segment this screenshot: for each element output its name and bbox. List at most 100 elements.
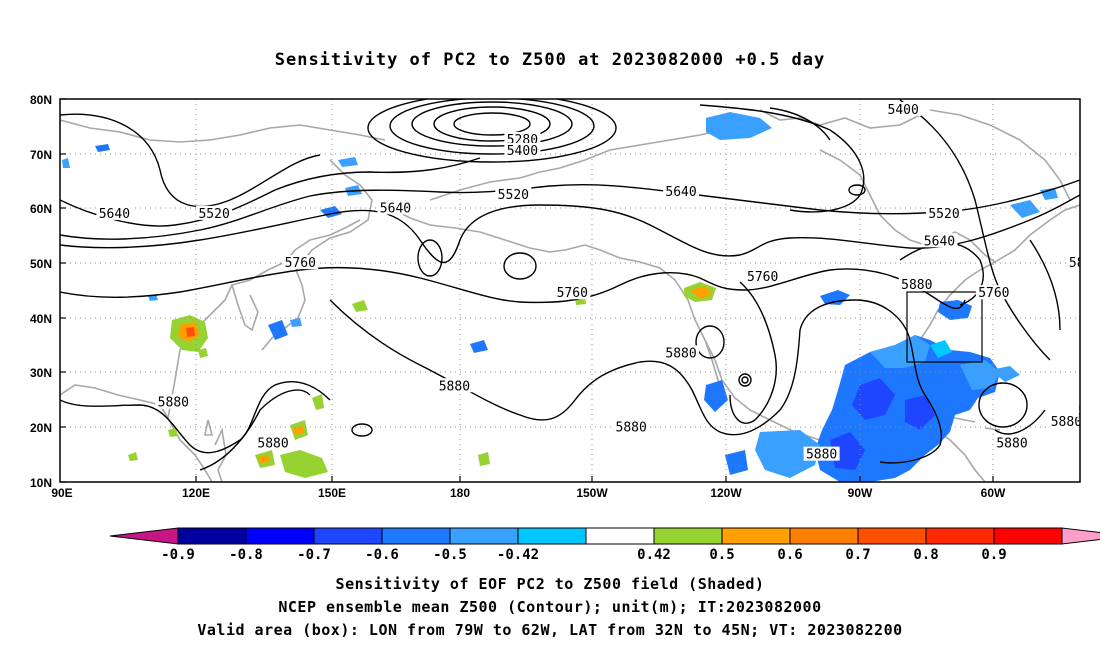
contour-label-text: 5640 bbox=[380, 201, 411, 216]
valid-area-box bbox=[906, 291, 983, 363]
contour-label-text: 5400 bbox=[507, 144, 538, 159]
contour-label-text: 5880 bbox=[439, 379, 470, 394]
lon-label: 120W bbox=[710, 486, 742, 500]
lon-label: 150W bbox=[576, 486, 608, 500]
lon-label: 180 bbox=[450, 486, 470, 500]
colorbar-segment bbox=[925, 527, 995, 545]
contour-label-text: 5520 bbox=[498, 188, 529, 203]
contour-label: 5640 bbox=[377, 200, 414, 216]
lat-label: 30N bbox=[30, 366, 52, 380]
contour-label: 5640 bbox=[663, 184, 700, 200]
contour-label-text: 5760 bbox=[747, 270, 778, 285]
colorbar-segment bbox=[245, 527, 315, 545]
lon-label: 60W bbox=[981, 486, 1006, 500]
contour-label: 5880 bbox=[994, 435, 1030, 452]
contour-label-text: 5400 bbox=[888, 103, 919, 118]
colorbar-segment bbox=[993, 527, 1063, 545]
lat-label: 60N bbox=[30, 202, 52, 216]
contour-label: 5400 bbox=[504, 142, 541, 159]
contour-label-text: 5760 bbox=[978, 286, 1009, 301]
contour-label-text: 5880 bbox=[806, 448, 837, 463]
contour-label: 5760 bbox=[744, 268, 781, 285]
contour-label-text: 5880 bbox=[1051, 415, 1082, 430]
contour-label: 5760 bbox=[975, 285, 1012, 301]
contour-label: 5880 bbox=[803, 446, 840, 463]
lat-label: 70N bbox=[30, 148, 52, 162]
contour-label-text: 5880 bbox=[1069, 256, 1100, 271]
lon-label: 150E bbox=[318, 486, 346, 500]
colorbar-tick-label: -0.6 bbox=[365, 547, 399, 563]
contour-label: 5880 bbox=[155, 394, 192, 411]
contour-label: 5880 bbox=[1048, 413, 1082, 430]
lat-label: 80N bbox=[30, 93, 52, 107]
contour-label-text: 5760 bbox=[285, 256, 316, 271]
colorbar-extend-low bbox=[109, 527, 179, 545]
contour-label: 5400 bbox=[885, 101, 922, 118]
z500-contours bbox=[60, 99, 1080, 471]
colorbar-segment bbox=[789, 527, 859, 545]
contour-label: 5880 bbox=[436, 378, 473, 394]
lon-label: 120E bbox=[182, 486, 210, 500]
contour-label: 5640 bbox=[921, 233, 958, 249]
longitude-labels: 90E 120E 150E 180 150W 120W 90W 60W bbox=[51, 486, 1006, 500]
contour-label: 5520 bbox=[196, 205, 233, 222]
colorbar-segment bbox=[449, 527, 519, 545]
contour-label-text: 5880 bbox=[901, 278, 932, 293]
colorbar-tick-label: 0.9 bbox=[981, 547, 1006, 563]
contour-label-text: 5880 bbox=[1078, 404, 1100, 419]
colorbar-segment bbox=[585, 527, 655, 545]
caption-valid-area: Valid area (box): LON from 79W to 62W, L… bbox=[197, 621, 903, 639]
contour-label: 5880 bbox=[613, 419, 650, 435]
contour-label: 5880 bbox=[1066, 255, 1100, 271]
contour-label-text: 5640 bbox=[665, 185, 696, 200]
colorbar-tick-label: -0.9 bbox=[161, 547, 195, 563]
contour-label: 5760 bbox=[554, 285, 591, 301]
lon-label: 90W bbox=[848, 486, 873, 500]
contour-label-text: 5880 bbox=[996, 437, 1027, 452]
contour-label-text: 5640 bbox=[99, 207, 130, 222]
caption-contour: NCEP ensemble mean Z500 (Contour); unit(… bbox=[278, 598, 822, 616]
colorbar-segment bbox=[381, 527, 451, 545]
contour-label: 5760 bbox=[282, 255, 319, 271]
caption-shading: Sensitivity of EOF PC2 to Z500 field (Sh… bbox=[335, 575, 765, 593]
contour-label: 5880 bbox=[1075, 402, 1100, 419]
colorbar-segment bbox=[517, 527, 587, 545]
contour-label-text: 5880 bbox=[665, 346, 696, 361]
contour-label-text: 5880 bbox=[158, 396, 189, 411]
lat-label: 10N bbox=[30, 476, 52, 490]
colorbar-extend-high bbox=[1061, 527, 1100, 545]
map-title: Sensitivity of PC2 to Z500 at 2023082000… bbox=[274, 50, 826, 70]
colorbar-tick-label: 0.7 bbox=[845, 547, 870, 563]
contour-label: 5640 bbox=[96, 205, 133, 222]
colorbar-segment bbox=[857, 527, 927, 545]
contour-label: 5880 bbox=[663, 345, 700, 361]
lat-label: 40N bbox=[30, 312, 52, 326]
colorbar-tick-label: -0.42 bbox=[497, 547, 539, 563]
latitude-labels: 80N 70N 60N 50N 40N 30N 20N 10N bbox=[30, 93, 52, 490]
contour-label-text: 5520 bbox=[198, 207, 229, 222]
colorbar-tick-label: -0.5 bbox=[433, 547, 467, 563]
contour-label-text: 5760 bbox=[557, 286, 588, 301]
contour-label: 5520 bbox=[926, 205, 962, 222]
colorbar-tick-label: -0.7 bbox=[297, 547, 331, 563]
colorbar-tick-label: -0.8 bbox=[229, 547, 263, 563]
colorbar-segment bbox=[721, 527, 791, 545]
colorbar-labels: -0.9 -0.8 -0.7 -0.6 -0.5 -0.42 0.42 0.5 0.6 0.7 0.… bbox=[161, 547, 1007, 563]
contour-label-text: 5640 bbox=[924, 234, 955, 249]
contour-label: 5880 bbox=[898, 277, 935, 293]
colorbar-tick-label: 0.6 bbox=[777, 547, 802, 563]
lat-label: 20N bbox=[30, 421, 52, 435]
colorbar-tick-label: 0.8 bbox=[913, 547, 938, 563]
lat-label: 50N bbox=[30, 257, 52, 271]
contour-label: 5520 bbox=[495, 186, 532, 203]
colorbar-tick-label: 0.5 bbox=[709, 547, 734, 563]
colorbar-segment bbox=[653, 527, 723, 545]
contour-label: 5880 bbox=[255, 435, 292, 452]
contour-label-text: 5880 bbox=[616, 420, 647, 435]
colorbar-segment bbox=[313, 527, 383, 545]
colorbar-tick-label: 0.42 bbox=[637, 547, 671, 563]
lon-label: 90E bbox=[51, 486, 72, 500]
